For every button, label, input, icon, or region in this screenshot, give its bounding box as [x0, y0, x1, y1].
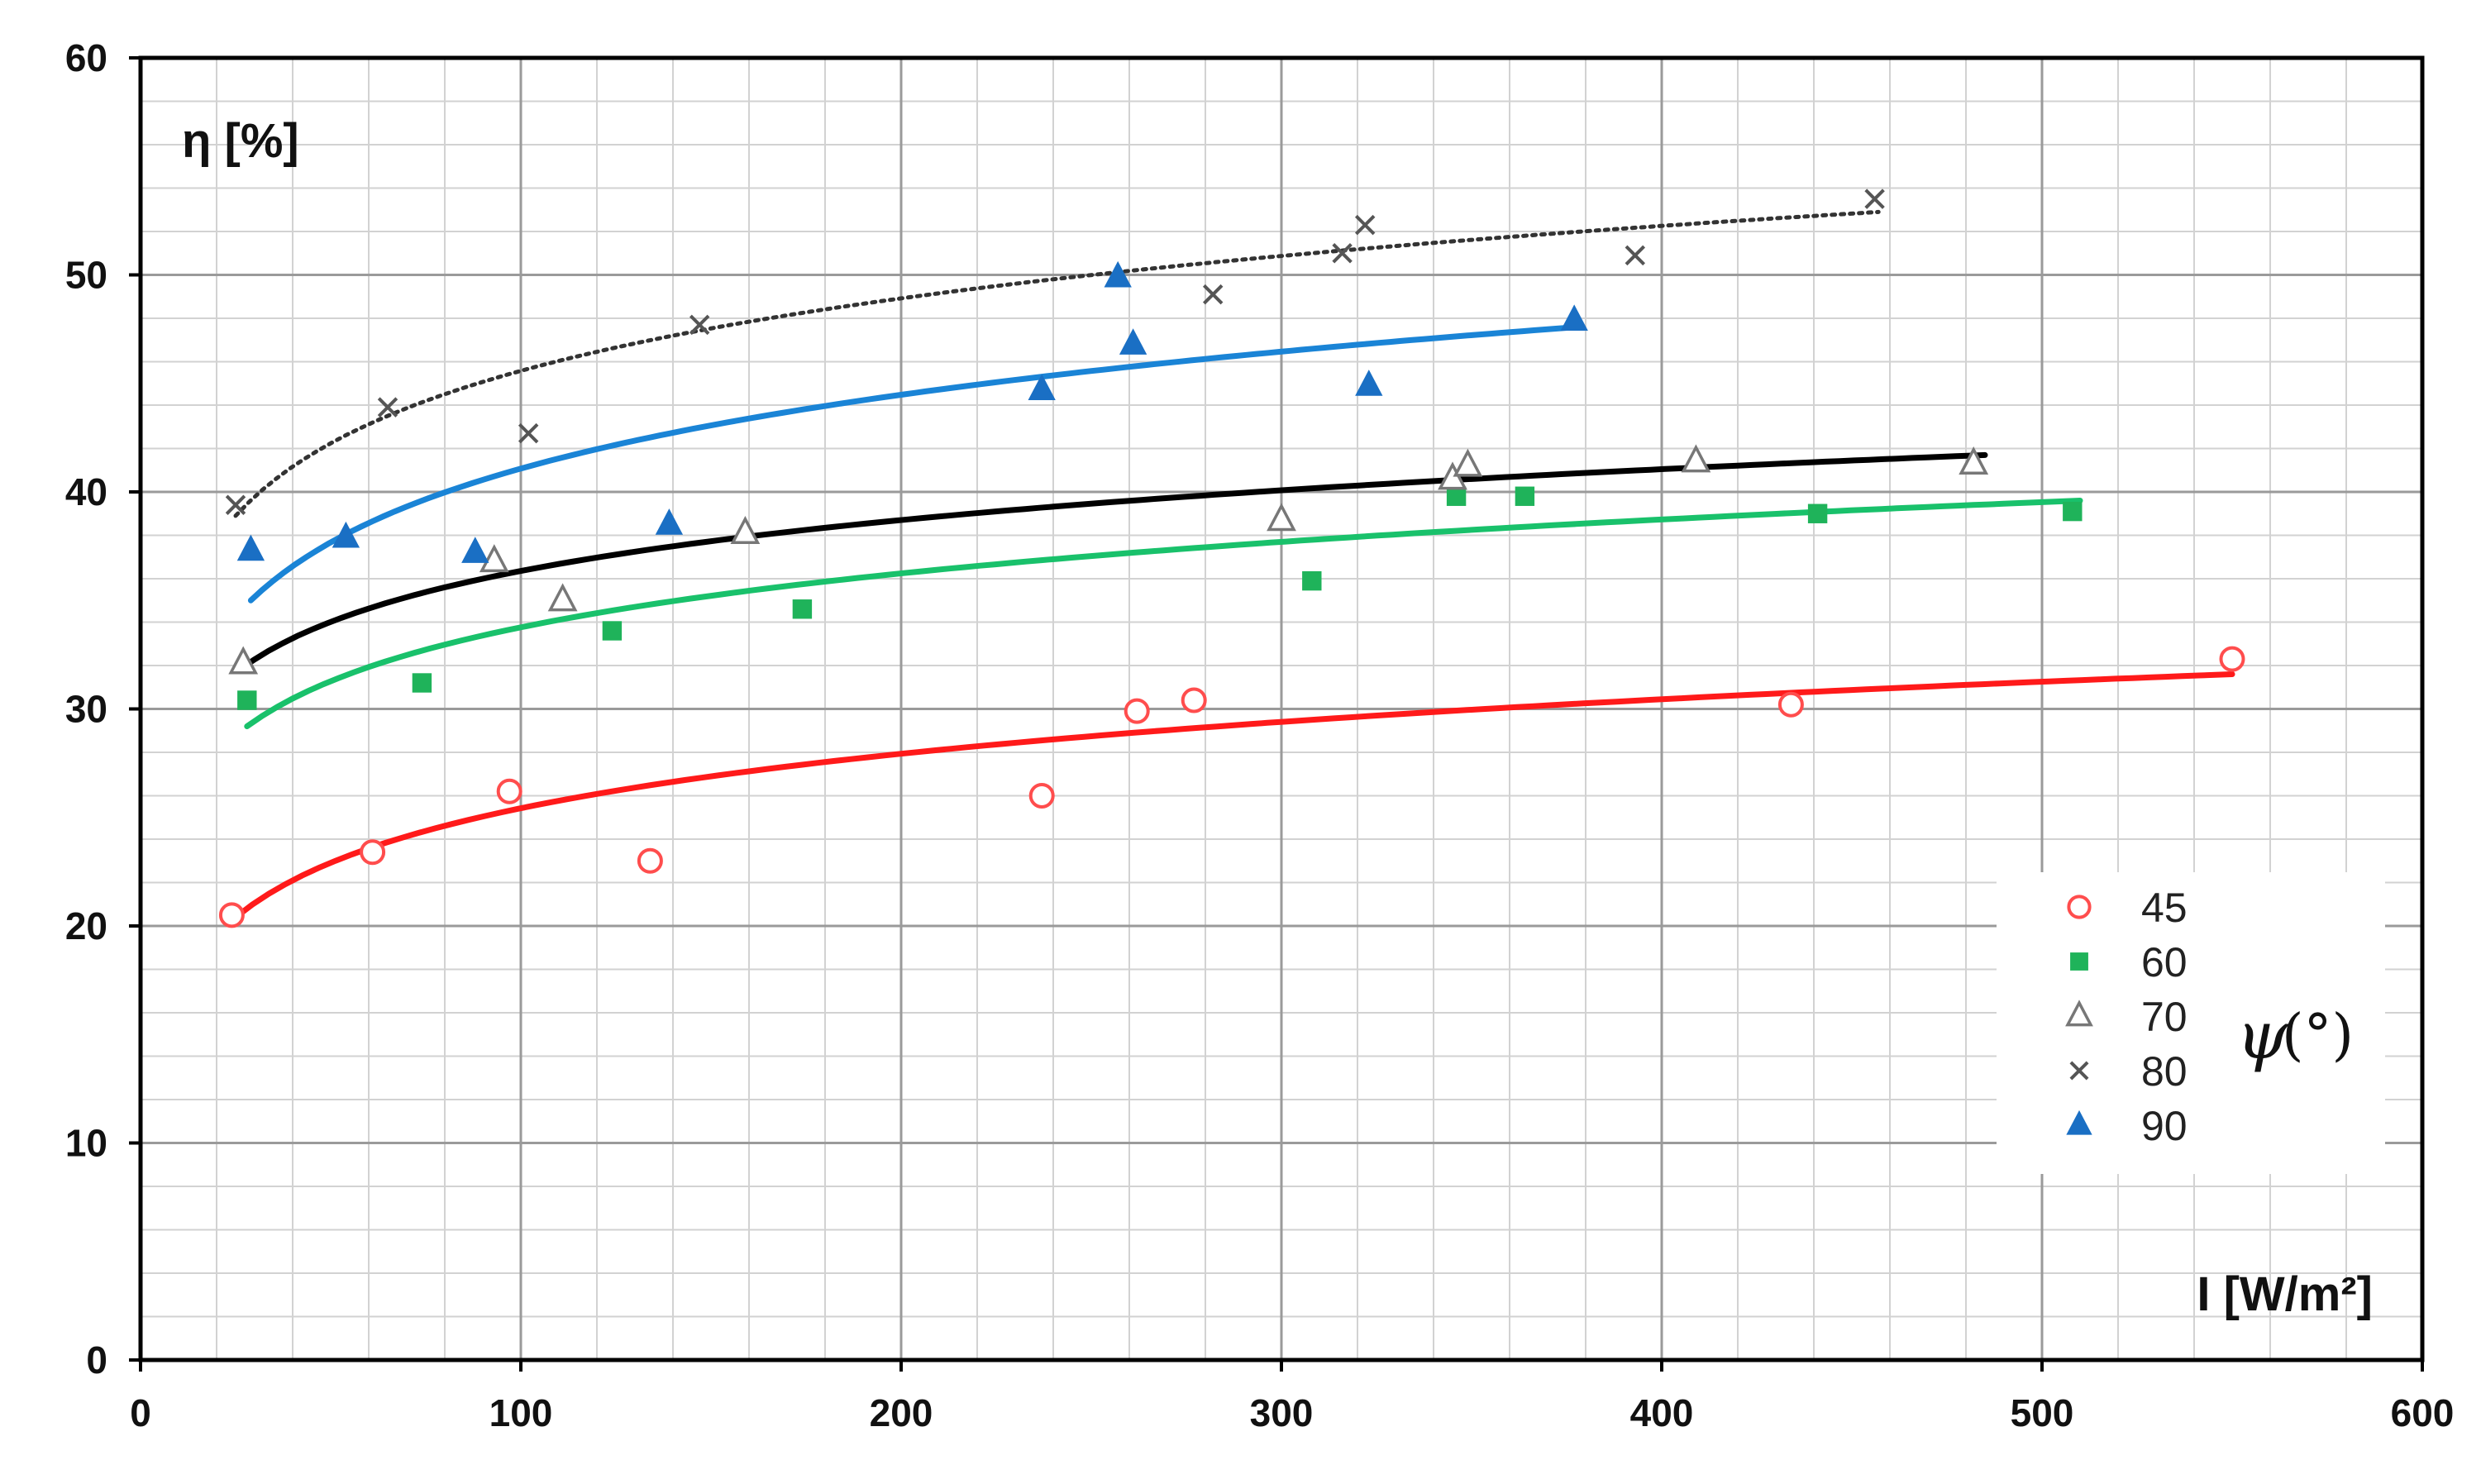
data-point-60: [1515, 486, 1535, 506]
data-point-80: [518, 422, 539, 444]
trend-line-60: [244, 498, 2083, 729]
data-point-80: [1354, 214, 1376, 236]
x-tick-label: 400: [1630, 1391, 1694, 1434]
y-tick-label: 10: [65, 1122, 107, 1165]
legend-marker-90: [2066, 1109, 2092, 1135]
y-axis-label: η [%]: [182, 114, 299, 168]
data-point-90: [236, 534, 265, 561]
data-point-70: [479, 544, 509, 573]
x-axis-ticks: 0 100 200 300 400 500 600: [130, 1360, 2454, 1434]
legend-marker-45: [2067, 895, 2092, 919]
legend-marker-70: [2065, 1000, 2093, 1027]
legend-label-80: 80: [2141, 1048, 2188, 1095]
data-markers: [218, 188, 2245, 928]
y-tick-label: 40: [65, 470, 107, 513]
data-point-60: [1446, 486, 1467, 506]
x-tick-label: 0: [130, 1391, 151, 1434]
data-point-70: [1267, 503, 1296, 532]
y-tick-label: 60: [65, 36, 107, 79]
data-point-45: [360, 839, 386, 866]
trend-line-45: [232, 671, 2235, 920]
y-tick-label: 50: [65, 254, 107, 297]
data-point-90: [332, 521, 360, 548]
data-point-70: [228, 646, 259, 675]
legend-items: 45 60 70 80 90: [2065, 885, 2188, 1149]
data-point-45: [2219, 646, 2245, 672]
data-point-60: [1807, 503, 1828, 523]
data-point-60: [1302, 570, 1322, 591]
data-point-70: [547, 583, 578, 612]
trend-line-80: [233, 209, 1881, 518]
data-point-90: [655, 508, 684, 535]
data-point-70: [1959, 446, 1989, 475]
x-tick-label: 500: [2011, 1391, 2074, 1434]
data-point-60: [602, 621, 623, 641]
legend: 45 60 70 80 90 ψ (°): [1997, 872, 2385, 1174]
legend-title: ψ: [2236, 997, 2289, 1074]
data-point-45: [1124, 698, 1150, 724]
data-point-80: [1202, 284, 1224, 305]
data-point-60: [792, 599, 813, 619]
data-point-70: [730, 516, 761, 545]
data-point-80: [1864, 188, 1885, 209]
y-tick-label: 20: [65, 904, 107, 947]
legend-marker-60: [2070, 952, 2088, 971]
x-tick-label: 600: [2391, 1391, 2455, 1434]
data-point-90: [1119, 328, 1147, 355]
legend-label-70: 70: [2141, 994, 2188, 1040]
legend-marker-80: [2069, 1061, 2089, 1081]
legend-label-60: 60: [2141, 939, 2188, 985]
data-point-45: [637, 847, 663, 874]
legend-label-90: 90: [2141, 1103, 2188, 1149]
data-point-70: [1681, 444, 1711, 473]
data-point-60: [2063, 501, 2083, 522]
data-point-90: [1560, 304, 1588, 332]
y-tick-label: 0: [86, 1338, 107, 1381]
data-point-45: [496, 778, 522, 804]
data-point-60: [412, 673, 432, 693]
data-point-45: [1028, 783, 1055, 809]
x-axis-label: I [W/m²]: [2197, 1267, 2373, 1321]
data-point-80: [1625, 245, 1646, 266]
data-point-90: [1028, 374, 1056, 401]
data-point-70: [1453, 448, 1483, 477]
data-point-90: [1104, 260, 1132, 288]
x-tick-label: 100: [489, 1391, 553, 1434]
data-point-45: [1181, 687, 1207, 713]
data-point-90: [461, 537, 489, 563]
legend-unit: (°): [2282, 1003, 2354, 1068]
trend-lines: [232, 209, 2235, 920]
x-tick-label: 200: [870, 1391, 933, 1434]
legend-box: [1997, 872, 2385, 1174]
legend-label-45: 45: [2141, 885, 2188, 931]
data-point-80: [225, 494, 246, 515]
data-point-45: [1777, 691, 1804, 718]
y-axis-ticks: 0 10 20 30 40 50 60: [65, 36, 141, 1381]
trend-line-90: [247, 324, 1582, 604]
data-point-90: [1355, 370, 1383, 396]
data-point-80: [689, 314, 710, 336]
y-tick-label: 30: [65, 688, 107, 731]
data-point-45: [218, 902, 245, 928]
data-point-60: [237, 690, 257, 710]
x-tick-label: 300: [1250, 1391, 1314, 1434]
data-point-80: [1332, 243, 1353, 264]
data-point-80: [377, 397, 398, 418]
